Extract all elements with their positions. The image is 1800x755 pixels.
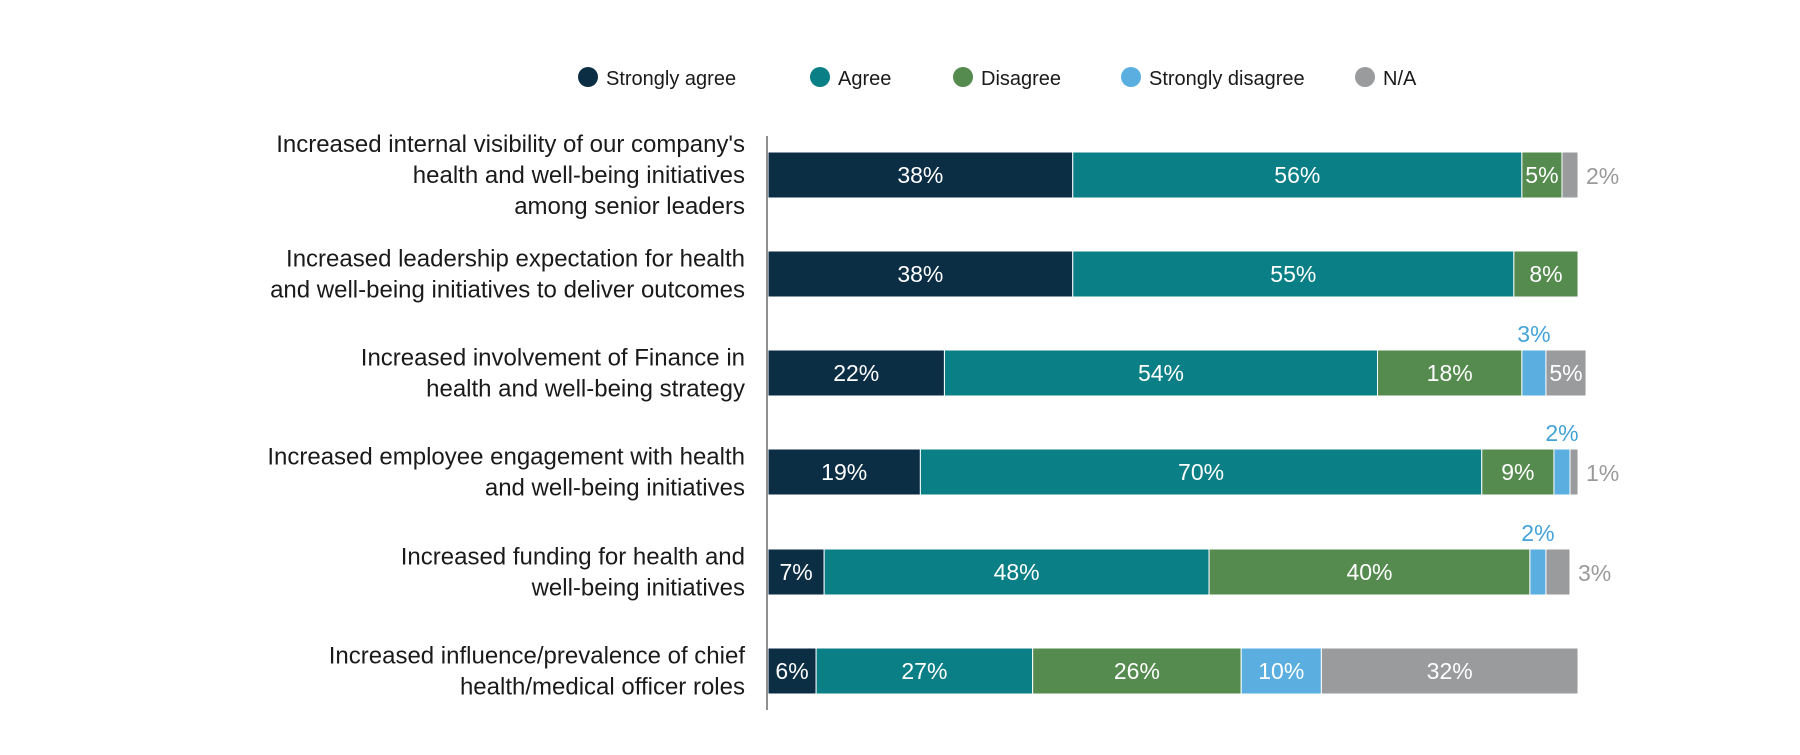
legend-swatch <box>578 67 598 87</box>
data-label: 5% <box>1525 162 1558 188</box>
legend-swatch <box>1355 67 1375 87</box>
category-label: Increased funding for health and well-bei… <box>401 544 745 602</box>
data-label: 22% <box>833 360 879 386</box>
bar-segment-n-a <box>1546 549 1570 595</box>
bar-row: 38% 55% 8% <box>768 251 1578 297</box>
legend-label: Strongly agree <box>606 68 736 90</box>
data-label: 2% <box>1586 163 1619 189</box>
data-label: 38% <box>897 261 943 287</box>
data-label: 40% <box>1346 559 1392 585</box>
bar-row: 7% 48% 40% 2% 3% <box>768 520 1611 595</box>
data-label: 5% <box>1549 360 1582 386</box>
data-label: 6% <box>775 658 808 684</box>
category-label: Increased involvement of Finance in healt… <box>361 345 745 403</box>
data-label: 8% <box>1529 261 1562 287</box>
category-labels: Increased internal visibility of our com… <box>267 131 745 701</box>
data-label: 38% <box>897 162 943 188</box>
data-label: 2% <box>1521 520 1554 546</box>
data-label: 9% <box>1501 459 1534 485</box>
data-label: 19% <box>821 459 867 485</box>
data-label: 10% <box>1258 658 1304 684</box>
data-label: 2% <box>1545 420 1578 446</box>
data-label: 56% <box>1274 162 1320 188</box>
category-label: Increased influence/prevalence of chief h… <box>329 643 746 701</box>
data-label: 18% <box>1427 360 1473 386</box>
data-label: 54% <box>1138 360 1184 386</box>
bar-row: 6% 27% 26% 10% 32% <box>768 648 1578 694</box>
bar-row: 38% 56% 5% 2% <box>768 152 1619 198</box>
legend-item-strongly-agree: Strongly agree <box>578 67 736 90</box>
bar-segment-n-a <box>1562 152 1578 198</box>
bar-segment-strongly-disagree <box>1522 350 1546 396</box>
bar-segment-n-a <box>1570 449 1578 495</box>
legend-item-agree: Agree <box>810 67 891 90</box>
data-label: 7% <box>779 559 812 585</box>
legend-label: N/A <box>1383 68 1417 90</box>
data-label: 70% <box>1178 459 1224 485</box>
category-label: Increased internal visibility of our com… <box>276 131 745 220</box>
bar-segment-strongly-disagree <box>1530 549 1546 595</box>
bars: 38% 56% 5% 2% 38% 55% 8% 22% 54% 18% 3% 5% 19% 70% 9% 2… <box>768 152 1619 694</box>
data-label: 27% <box>901 658 947 684</box>
legend-swatch <box>953 67 973 87</box>
legend-swatch <box>1121 67 1141 87</box>
data-label: 3% <box>1517 321 1550 347</box>
legend-item-disagree: Disagree <box>953 67 1061 90</box>
legend-label: Disagree <box>981 68 1061 90</box>
data-label: 3% <box>1578 560 1611 586</box>
data-label: 55% <box>1270 261 1316 287</box>
legend-label: Strongly disagree <box>1149 68 1305 90</box>
category-label: Increased leadership expectation for hea… <box>270 246 745 304</box>
data-label: 48% <box>994 559 1040 585</box>
legend-swatch <box>810 67 830 87</box>
data-label: 1% <box>1586 460 1619 486</box>
category-label: Increased employee engagement with healt… <box>267 444 745 502</box>
bar-segment-strongly-disagree <box>1554 449 1570 495</box>
legend-item-n-a: N/A <box>1355 67 1417 90</box>
legend-label: Agree <box>838 68 891 90</box>
data-label: 26% <box>1114 658 1160 684</box>
data-label: 32% <box>1427 658 1473 684</box>
bar-row: 19% 70% 9% 2% 1% <box>768 420 1619 495</box>
legend: Strongly agree Agree Disagree Strongly disa… <box>578 67 1417 90</box>
bar-row: 22% 54% 18% 3% 5% <box>768 321 1586 396</box>
legend-item-strongly-disagree: Strongly disagree <box>1121 67 1305 90</box>
